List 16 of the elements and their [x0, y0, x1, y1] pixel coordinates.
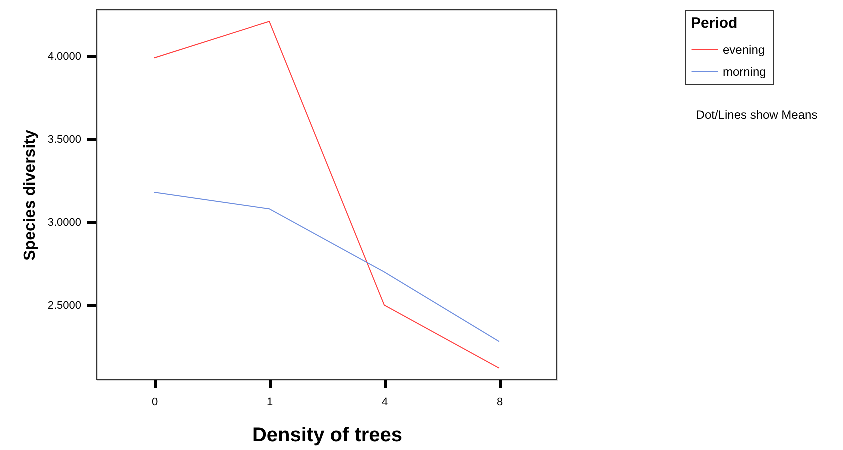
x-tick-label: 4 — [382, 396, 388, 408]
x-tick-label: 0 — [152, 396, 158, 408]
y-tick-label: 2.5000 — [48, 300, 82, 312]
legend-label: morning — [723, 65, 766, 79]
x-tick-label: 8 — [496, 396, 504, 408]
text: Dot/Lines show Means — [696, 108, 818, 122]
legend-title: Period — [691, 15, 738, 32]
line-series — [154, 192, 500, 342]
y-tick-label: 3.0000 — [48, 216, 82, 229]
y-axis-title: Species diversity — [22, 130, 39, 261]
x-tick-label: 1 — [266, 396, 274, 408]
y-tick-label: 4.0000 — [48, 50, 82, 63]
y-tick-label: 3.5000 — [48, 134, 82, 146]
line-series — [154, 21, 500, 369]
legend-label: evening — [723, 43, 766, 57]
x-axis-title: Density of trees — [252, 424, 403, 446]
